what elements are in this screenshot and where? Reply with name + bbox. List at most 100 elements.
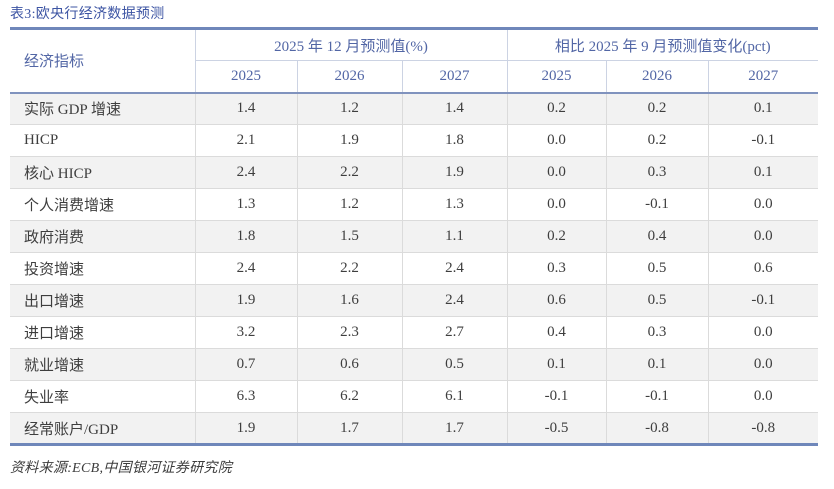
- value-cell: 0.0: [707, 220, 819, 253]
- value-cell: -0.1: [707, 124, 819, 157]
- value-cell: 0.6: [296, 348, 402, 381]
- value-cell: 0.0: [707, 316, 819, 349]
- value-cell: 0.4: [506, 316, 607, 349]
- change-group-header: 相比 2025 年 9 月预测值变化(pct): [506, 28, 819, 61]
- indicator-cell: 核心 HICP: [10, 156, 195, 189]
- value-cell: 0.5: [401, 348, 508, 381]
- year-header-row: 2025 2026 2027 2025 2026 2027: [10, 60, 819, 94]
- value-cell: 0.1: [605, 348, 709, 381]
- indicator-cell: 就业增速: [10, 348, 195, 381]
- indicator-cell: HICP: [10, 124, 195, 157]
- table-row: HICP 2.1 1.9 1.8 0.0 0.2 -0.1: [10, 124, 819, 157]
- indicator-cell: 政府消费: [10, 220, 195, 253]
- change-year-2025-header: 2025: [506, 60, 607, 94]
- value-cell: 1.8: [194, 220, 297, 253]
- table-row: 进口增速 3.2 2.3 2.7 0.4 0.3 0.0: [10, 316, 819, 349]
- value-cell: -0.1: [605, 380, 709, 413]
- indicator-cell: 进口增速: [10, 316, 195, 349]
- group-header-row: 经济指标 2025 年 12 月预测值(%) 相比 2025 年 9 月预测值变…: [10, 28, 819, 94]
- value-cell: 0.6: [506, 284, 607, 317]
- source-note: 资料来源:ECB,中国银河证券研究院: [10, 461, 233, 476]
- table-row: 出口增速 1.9 1.6 2.4 0.6 0.5 -0.1: [10, 284, 819, 317]
- value-cell: 2.3: [296, 316, 402, 349]
- table-row: 政府消费 1.8 1.5 1.1 0.2 0.4 0.0: [10, 220, 819, 253]
- indicator-cell: 出口增速: [10, 284, 195, 317]
- forecast-year-2025-header: 2025: [195, 60, 297, 94]
- value-cell: 1.7: [296, 412, 402, 445]
- value-cell: 1.4: [194, 92, 297, 125]
- value-cell: 0.2: [605, 124, 709, 157]
- indicator-cell: 经常账户/GDP: [10, 412, 195, 445]
- indicator-cell: 失业率: [10, 380, 195, 413]
- value-cell: 3.2: [194, 316, 297, 349]
- value-cell: 2.4: [194, 252, 297, 285]
- value-cell: 0.0: [707, 380, 819, 413]
- table-row: 就业增速 0.7 0.6 0.5 0.1 0.1 0.0: [10, 348, 819, 381]
- table-row: 投资增速 2.4 2.2 2.4 0.3 0.5 0.6: [10, 252, 819, 285]
- forecast-group-header: 2025 年 12 月预测值(%): [195, 28, 508, 61]
- value-cell: 1.7: [401, 412, 508, 445]
- value-cell: 2.4: [194, 156, 297, 189]
- value-cell: 1.1: [401, 220, 508, 253]
- value-cell: 2.4: [401, 284, 508, 317]
- value-cell: 1.9: [194, 412, 297, 445]
- value-cell: 0.3: [506, 252, 607, 285]
- report-page: 表3:欧央行经济数据预测 经济指标 2025 年 12 月预测值(%) 相比 2…: [10, 7, 819, 476]
- value-cell: 0.2: [605, 92, 709, 125]
- value-cell: 1.9: [296, 124, 402, 157]
- value-cell: 0.5: [605, 252, 709, 285]
- forecast-year-2027-header: 2027: [401, 60, 508, 94]
- value-cell: -0.8: [605, 412, 709, 445]
- table-row: 核心 HICP 2.4 2.2 1.9 0.0 0.3 0.1: [10, 156, 819, 189]
- indicator-column-header: 经济指标: [10, 28, 196, 94]
- indicator-cell: 投资增速: [10, 252, 195, 285]
- table-row: 实际 GDP 增速 1.4 1.2 1.4 0.2 0.2 0.1: [10, 92, 819, 125]
- value-cell: 0.4: [605, 220, 709, 253]
- value-cell: 2.1: [194, 124, 297, 157]
- value-cell: 1.3: [401, 188, 508, 221]
- value-cell: 1.9: [194, 284, 297, 317]
- value-cell: 1.2: [296, 188, 402, 221]
- value-cell: 1.2: [296, 92, 402, 125]
- indicator-cell: 实际 GDP 增速: [24, 102, 121, 119]
- value-cell: 1.3: [194, 188, 297, 221]
- value-cell: 0.0: [707, 348, 819, 381]
- value-cell: 6.3: [194, 380, 297, 413]
- value-cell: 0.0: [506, 188, 607, 221]
- forecast-table: 经济指标 2025 年 12 月预测值(%) 相比 2025 年 9 月预测值变…: [10, 27, 819, 446]
- value-cell: 0.1: [707, 156, 819, 189]
- value-cell: 1.9: [401, 156, 508, 189]
- table-row: 经常账户/GDP 1.9 1.7 1.7 -0.5 -0.8 -0.8: [10, 412, 819, 445]
- value-cell: 0.0: [506, 156, 607, 189]
- forecast-year-2026-header: 2026: [296, 60, 402, 94]
- table-header: 经济指标 2025 年 12 月预测值(%) 相比 2025 年 9 月预测值变…: [10, 28, 819, 94]
- value-cell: -0.1: [605, 188, 709, 221]
- value-cell: 1.8: [401, 124, 508, 157]
- table-title: 表3:欧央行经济数据预测: [10, 7, 165, 22]
- value-cell: 0.2: [506, 220, 607, 253]
- value-cell: 0.0: [506, 124, 607, 157]
- value-cell: 2.2: [296, 252, 402, 285]
- value-cell: 0.1: [707, 92, 819, 125]
- value-cell: 2.4: [401, 252, 508, 285]
- indicator-cell: 个人消费增速: [10, 188, 195, 221]
- table-body: 实际 GDP 增速 1.4 1.2 1.4 0.2 0.2 0.1 HICP 2.1 1.9 1.8…: [10, 92, 819, 445]
- value-cell: 1.4: [401, 92, 508, 125]
- value-cell: 0.0: [707, 188, 819, 221]
- value-cell: 1.6: [296, 284, 402, 317]
- value-cell: 0.6: [707, 252, 819, 285]
- value-cell: 6.1: [401, 380, 508, 413]
- change-year-2027-header: 2027: [707, 60, 819, 94]
- value-cell: 1.5: [296, 220, 402, 253]
- value-cell: 2.2: [296, 156, 402, 189]
- value-cell: -0.1: [506, 380, 607, 413]
- value-cell: 0.5: [605, 284, 709, 317]
- value-cell: 6.2: [296, 380, 402, 413]
- change-year-2026-header: 2026: [605, 60, 709, 94]
- value-cell: 0.3: [605, 156, 709, 189]
- value-cell: -0.5: [506, 412, 607, 445]
- value-cell: 0.3: [605, 316, 709, 349]
- value-cell: 0.1: [506, 348, 607, 381]
- value-cell: 0.2: [506, 92, 607, 125]
- table-row: 个人消费增速 1.3 1.2 1.3 0.0 -0.1 0.0: [10, 188, 819, 221]
